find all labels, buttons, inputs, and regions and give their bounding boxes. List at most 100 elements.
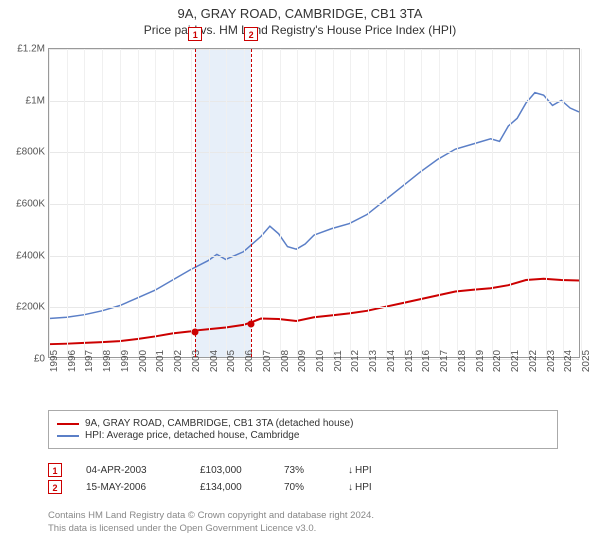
gridline-v <box>67 49 68 357</box>
ytick-label: £600K <box>16 199 45 210</box>
series-hpi <box>49 93 579 319</box>
event-marker-1 <box>192 329 199 336</box>
event-row-diff: 70% <box>284 482 324 493</box>
xtick-label: 2015 <box>404 350 415 372</box>
gridline-v <box>581 49 582 357</box>
event-row-price: £134,000 <box>200 482 260 493</box>
legend-row-property: 9A, GRAY ROAD, CAMBRIDGE, CB1 3TA (detac… <box>57 418 549 429</box>
xtick-label: 2008 <box>280 350 291 372</box>
ytick-label: £1M <box>26 95 45 106</box>
gridline-v <box>439 49 440 357</box>
gridline-v <box>510 49 511 357</box>
event-row-1: 1 04-APR-2003 £103,000 73% HPI <box>48 463 372 477</box>
xtick-label: 2011 <box>333 350 344 372</box>
xtick-label: 2001 <box>155 350 166 372</box>
gridline-v <box>528 49 529 357</box>
xtick-label: 2016 <box>421 350 432 372</box>
gridline-v <box>209 49 210 357</box>
gridline-v <box>404 49 405 357</box>
gridline-h <box>49 204 579 205</box>
xtick-label: 1997 <box>84 350 95 372</box>
plot-area: £0£200K£400K£600K£800K£1M£1.2M1995199619… <box>48 48 580 358</box>
xtick-label: 2002 <box>173 350 184 372</box>
xtick-label: 2024 <box>563 350 574 372</box>
ytick-label: £200K <box>16 302 45 313</box>
legend-box: 9A, GRAY ROAD, CAMBRIDGE, CB1 3TA (detac… <box>48 410 558 449</box>
gridline-v <box>138 49 139 357</box>
xtick-label: 2020 <box>492 350 503 372</box>
gridline-v <box>492 49 493 357</box>
event-row-badge: 1 <box>48 463 62 477</box>
xtick-label: 2000 <box>138 350 149 372</box>
page-root: { "title": "9A, GRAY ROAD, CAMBRIDGE, CB… <box>0 0 600 560</box>
xtick-label: 1995 <box>49 350 60 372</box>
gridline-v <box>457 49 458 357</box>
event-row-price: £103,000 <box>200 465 260 476</box>
xtick-label: 2010 <box>315 350 326 372</box>
xtick-label: 2018 <box>457 350 468 372</box>
chart-title: 9A, GRAY ROAD, CAMBRIDGE, CB1 3TA <box>0 0 600 21</box>
event-marker-2 <box>248 321 255 328</box>
gridline-v <box>350 49 351 357</box>
event-line-2 <box>251 49 252 357</box>
gridline-v <box>546 49 547 357</box>
xtick-label: 1996 <box>67 350 78 372</box>
gridline-v <box>226 49 227 357</box>
xtick-label: 2017 <box>439 350 450 372</box>
gridline-v <box>155 49 156 357</box>
gridline-v <box>191 49 192 357</box>
chart-subtitle: Price paid vs. HM Land Registry's House … <box>0 21 600 37</box>
event-row-badge: 2 <box>48 480 62 494</box>
event-row-date: 15-MAY-2006 <box>86 482 176 493</box>
xtick-label: 2003 <box>191 350 202 372</box>
xtick-label: 2021 <box>510 350 521 372</box>
gridline-v <box>120 49 121 357</box>
xtick-label: 2014 <box>386 350 397 372</box>
gridline-h <box>49 307 579 308</box>
gridline-h <box>49 152 579 153</box>
event-row-diff-label: HPI <box>348 465 372 476</box>
event-badge-1: 1 <box>188 27 202 41</box>
footer-line-2: This data is licensed under the Open Gov… <box>48 523 374 536</box>
gridline-v <box>386 49 387 357</box>
gridline-v <box>333 49 334 357</box>
xtick-label: 2022 <box>528 350 539 372</box>
xtick-label: 2019 <box>475 350 486 372</box>
xtick-label: 2023 <box>546 350 557 372</box>
footer-attribution: Contains HM Land Registry data © Crown c… <box>48 510 374 536</box>
gridline-v <box>368 49 369 357</box>
footer-line-1: Contains HM Land Registry data © Crown c… <box>48 510 374 523</box>
events-table: 1 04-APR-2003 £103,000 73% HPI 2 15-MAY-2006 £1… <box>48 460 372 497</box>
gridline-v <box>315 49 316 357</box>
xtick-label: 2009 <box>297 350 308 372</box>
gridline-v <box>49 49 50 357</box>
xtick-label: 2006 <box>244 350 255 372</box>
legend-swatch <box>57 435 79 437</box>
event-row-diff-label: HPI <box>348 482 372 493</box>
ytick-label: £0 <box>34 354 45 365</box>
legend-row-hpi: HPI: Average price, detached house, Camb… <box>57 430 549 441</box>
gridline-v <box>297 49 298 357</box>
gridline-h <box>49 256 579 257</box>
gridline-v <box>475 49 476 357</box>
xtick-label: 2004 <box>209 350 220 372</box>
ytick-label: £400K <box>16 250 45 261</box>
legend-label: HPI: Average price, detached house, Camb… <box>85 430 299 441</box>
event-row-diff: 73% <box>284 465 324 476</box>
chart-lines-svg <box>49 49 579 357</box>
xtick-label: 2007 <box>262 350 273 372</box>
xtick-label: 2025 <box>581 350 592 372</box>
gridline-v <box>102 49 103 357</box>
legend-swatch <box>57 423 79 425</box>
ytick-label: £800K <box>16 147 45 158</box>
series-property <box>49 279 579 344</box>
gridline-v <box>421 49 422 357</box>
xtick-label: 1998 <box>102 350 113 372</box>
event-row-date: 04-APR-2003 <box>86 465 176 476</box>
gridline-h <box>49 49 579 50</box>
event-line-1 <box>195 49 196 357</box>
gridline-v <box>173 49 174 357</box>
down-arrow-icon <box>348 465 355 476</box>
down-arrow-icon <box>348 482 355 493</box>
ytick-label: £1.2M <box>17 44 45 55</box>
